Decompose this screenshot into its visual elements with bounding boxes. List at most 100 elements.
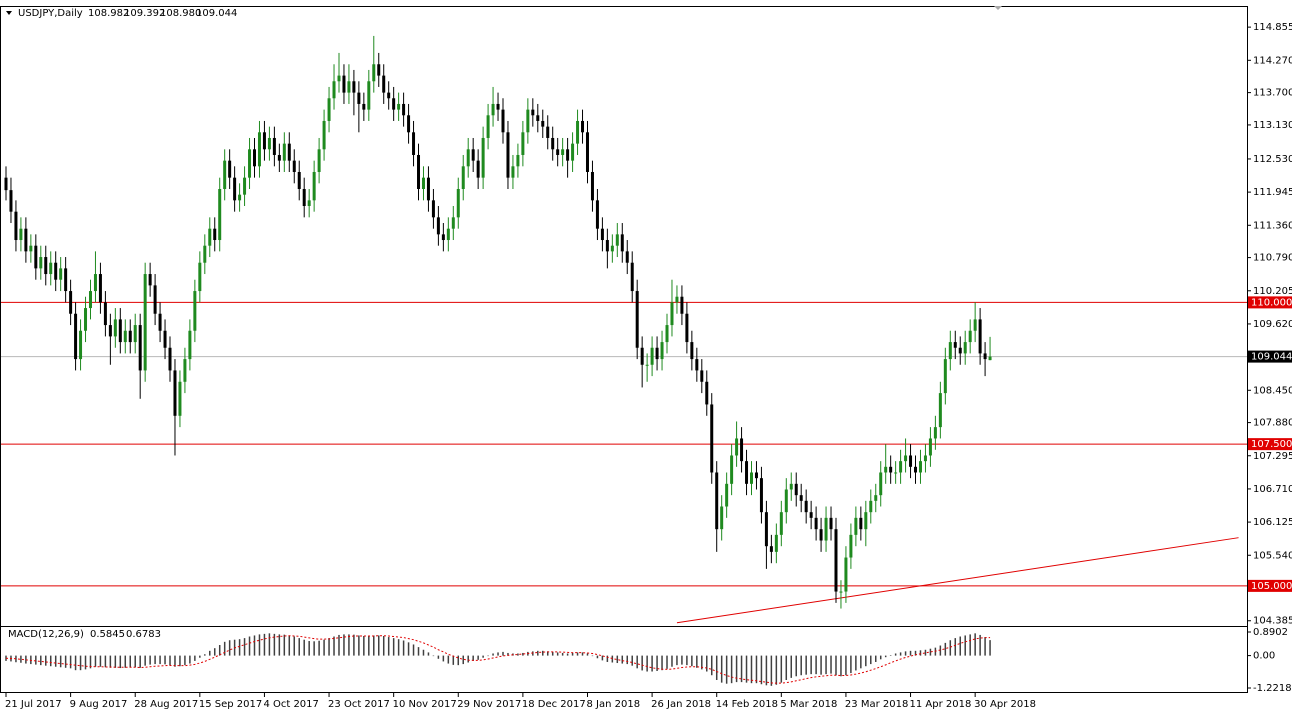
y-tick-label: 0.00 [1253, 651, 1275, 662]
macd-bar [800, 655, 802, 676]
candle-body [14, 211, 18, 241]
candle-body [501, 109, 505, 133]
macd-bar [144, 655, 146, 666]
macd-bar [472, 655, 474, 661]
candle-body [889, 466, 893, 473]
macd-bar [750, 655, 753, 684]
macd-bar [954, 638, 957, 656]
x-tick-label: 26 Jan 2018 [651, 699, 711, 710]
candle-body [789, 483, 793, 490]
macd-bar [442, 655, 445, 662]
candle-body [128, 330, 132, 343]
candle-body [680, 296, 684, 314]
candle-body [347, 81, 351, 93]
candle-body [461, 166, 465, 189]
macd-bar [263, 633, 266, 656]
macd-bar [382, 635, 385, 656]
macd-bar [228, 640, 231, 656]
candle-body [417, 154, 421, 189]
candle-body [362, 103, 366, 110]
candle-body [914, 466, 918, 473]
candle-body [556, 149, 560, 155]
candle-body [750, 472, 753, 484]
candle-body [715, 472, 719, 530]
candle-body [218, 188, 222, 241]
candle-body [148, 274, 152, 286]
candle-body [506, 132, 510, 178]
candle-body [630, 262, 634, 292]
macd-bar [417, 647, 420, 656]
macd-bar [522, 652, 524, 656]
candle-body [655, 347, 659, 360]
macd-bar [691, 655, 693, 667]
macd-bar [119, 655, 122, 669]
macd-bar [194, 655, 196, 661]
candle-body [352, 81, 356, 93]
price-label-box [1248, 350, 1292, 363]
frame [0, 6, 1248, 693]
macd-bar [845, 655, 847, 676]
candle-body [372, 64, 376, 82]
candle-body [526, 109, 530, 133]
macd-bar [706, 655, 708, 672]
candle-body [168, 347, 172, 371]
candle-body [590, 171, 594, 201]
macd-bar [298, 638, 300, 656]
macd-bar [959, 636, 961, 656]
macd-bar [860, 655, 862, 669]
candle-body [173, 370, 177, 416]
candle-body [302, 188, 306, 207]
macd-bar [870, 655, 872, 665]
candle-body [774, 534, 778, 552]
candle-body [456, 188, 460, 218]
candle-body [476, 160, 480, 178]
candle-body [531, 109, 535, 116]
candle-body [819, 529, 823, 541]
candle-body [19, 228, 23, 241]
y-tick-label: -1.2218 [1253, 683, 1292, 694]
macd-bar [218, 644, 221, 656]
candle-body [874, 495, 878, 501]
macd-bar [40, 655, 42, 666]
candle-body [600, 228, 604, 241]
macd-bar [273, 633, 276, 656]
candle-body [118, 319, 122, 343]
macd-bar [765, 655, 768, 686]
macd-bar [551, 651, 554, 656]
macd-bar [840, 655, 842, 677]
macd-bar [815, 655, 817, 675]
macd-bar [124, 655, 127, 668]
macd-bar [45, 655, 47, 666]
candle-body [257, 132, 261, 167]
macd-bar [924, 649, 927, 656]
candle-body [243, 177, 247, 195]
candle-body [670, 302, 674, 326]
macd-bar [283, 634, 286, 656]
candle-body [978, 319, 982, 354]
macd-bar [49, 655, 52, 667]
y-tick-label: 104.385 [1253, 616, 1292, 627]
candle-body [794, 483, 798, 496]
macd-bar [740, 655, 743, 683]
macd-bar [243, 638, 246, 656]
macd-bar [437, 655, 440, 659]
candle-body [615, 234, 619, 246]
macd-bar [939, 645, 942, 656]
macd-bar [154, 655, 156, 665]
candle-body [645, 364, 649, 366]
macd-bar [586, 653, 589, 656]
candle-body [496, 103, 500, 110]
macd-bar [914, 650, 917, 656]
macd-bar [318, 640, 320, 656]
macd-bar [368, 635, 370, 656]
y-tick-label: 110.790 [1253, 253, 1292, 264]
candle-body [481, 137, 485, 178]
candle-body [143, 274, 147, 371]
macd-bar [288, 635, 291, 656]
candle-body [93, 274, 97, 292]
macd-bar [373, 635, 375, 656]
candle-body [84, 308, 88, 331]
y-tick-label: 114.855 [1253, 22, 1292, 33]
symbol-title: USDJPY,Daily [18, 8, 83, 19]
macd-bar [25, 655, 27, 664]
